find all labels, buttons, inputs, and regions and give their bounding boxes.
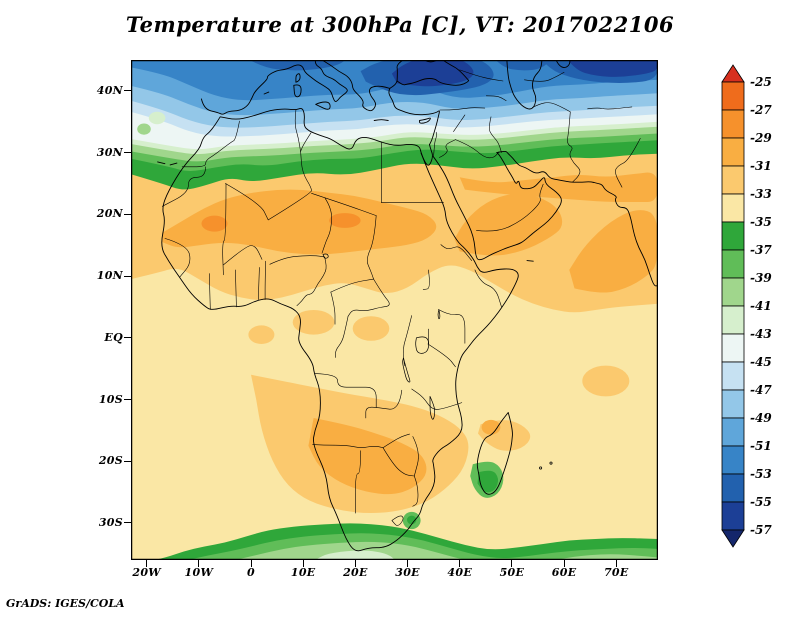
x-tick-mark	[459, 560, 461, 567]
x-tick-mark	[198, 560, 200, 567]
x-tick-label: 10E	[290, 566, 316, 579]
colorbar-arrow-bottom	[721, 529, 745, 548]
y-tick-label: 30N	[96, 145, 123, 159]
y-tick-mark	[124, 152, 131, 154]
y-tick-mark	[124, 275, 131, 277]
y-tick-mark	[124, 90, 131, 92]
y-tick-label: 30S	[98, 515, 123, 529]
x-tick-label: 50E	[499, 566, 525, 579]
map-plot-area	[130, 59, 659, 561]
colorbar-segment	[721, 137, 745, 167]
colorbar-label: -37	[750, 243, 772, 257]
colorbar-label: -35	[750, 215, 772, 229]
colorbar-label: -29	[750, 131, 772, 145]
colorbar-segment	[721, 81, 745, 111]
colorbar-segment	[721, 277, 745, 307]
x-tick-mark	[146, 560, 148, 567]
y-tick-label: EQ	[104, 330, 123, 344]
coastlines-and-borders	[157, 60, 658, 552]
x-tick-label: 10W	[184, 566, 214, 579]
colorbar-arrow-top	[721, 64, 745, 83]
y-tick-mark	[124, 522, 131, 524]
colorbar-segment	[721, 389, 745, 419]
colorbar-label: -53	[750, 467, 772, 481]
y-tick-label: 10S	[98, 392, 123, 406]
y-tick-label: 20N	[96, 207, 123, 221]
y-tick-mark	[124, 399, 131, 400]
colorbar-label: -49	[750, 411, 772, 425]
x-tick-label: 20W	[132, 566, 161, 579]
x-tick-mark	[302, 560, 304, 567]
y-tick-mark	[124, 337, 131, 339]
y-tick-label: 20S	[98, 454, 123, 468]
map-frame	[130, 59, 659, 561]
temperature-field	[131, 60, 658, 560]
x-tick-mark	[354, 560, 356, 567]
colorbar-segment	[721, 193, 745, 223]
y-tick-label: 10N	[96, 269, 123, 283]
colorbar-label: -57	[750, 523, 772, 537]
x-tick-label: 30E	[395, 566, 420, 579]
colorbar-segment	[721, 501, 745, 531]
colorbar-label: -41	[750, 299, 772, 313]
colorbar-segment	[721, 473, 745, 503]
colorbar-label: -25	[750, 75, 772, 89]
colorbar-label: -33	[750, 187, 772, 201]
colorbar-segment	[721, 109, 745, 139]
x-tick-mark	[511, 560, 513, 567]
y-tick-mark	[124, 460, 131, 462]
colorbar-label: -51	[750, 439, 772, 453]
x-tick-mark	[250, 560, 252, 567]
x-tick-label: 40E	[447, 566, 473, 579]
y-tick-mark	[124, 213, 131, 215]
colorbar-segment	[721, 445, 745, 475]
y-tick-label: 40N	[96, 83, 123, 97]
colorbar-segment	[721, 361, 745, 391]
colorbar-label: -45	[750, 355, 772, 369]
x-tick-label: 70E	[603, 566, 629, 579]
x-tick-mark	[407, 560, 409, 567]
colorbar-segment	[721, 249, 745, 279]
colorbar-segment	[721, 305, 745, 335]
x-tick-mark	[615, 560, 617, 567]
colorbar-segment	[721, 417, 745, 447]
colorbar-label: -31	[750, 159, 772, 173]
x-tick-label: 60E	[551, 566, 577, 579]
x-tick-mark	[563, 560, 565, 567]
colorbar-label: -27	[750, 103, 772, 117]
colorbar-label: -43	[750, 327, 772, 341]
colorbar: -25 -27 -29 -31 -33 -35 -37 -39 -41 -43 -45 -47 -49 -…	[710, 62, 790, 562]
colorbar-segment	[721, 165, 745, 195]
colorbar-label: -55	[750, 495, 772, 509]
x-tick-label: 0	[247, 566, 255, 579]
chart-title: Temperature at 300hPa [C], VT: 201702210…	[125, 12, 675, 37]
x-tick-label: 20E	[343, 566, 368, 579]
colorbar-segment	[721, 221, 745, 251]
colorbar-segment	[721, 333, 745, 363]
temperature-map	[130, 59, 659, 561]
colorbar-label: -39	[750, 271, 772, 285]
credit-text: GrADS: IGES/COLA	[6, 597, 125, 610]
colorbar-label: -47	[750, 383, 772, 397]
colorbar-scale: -25 -27 -29 -31 -33 -35 -37 -39 -41 -43 -45 -47 -49 -…	[721, 64, 772, 548]
